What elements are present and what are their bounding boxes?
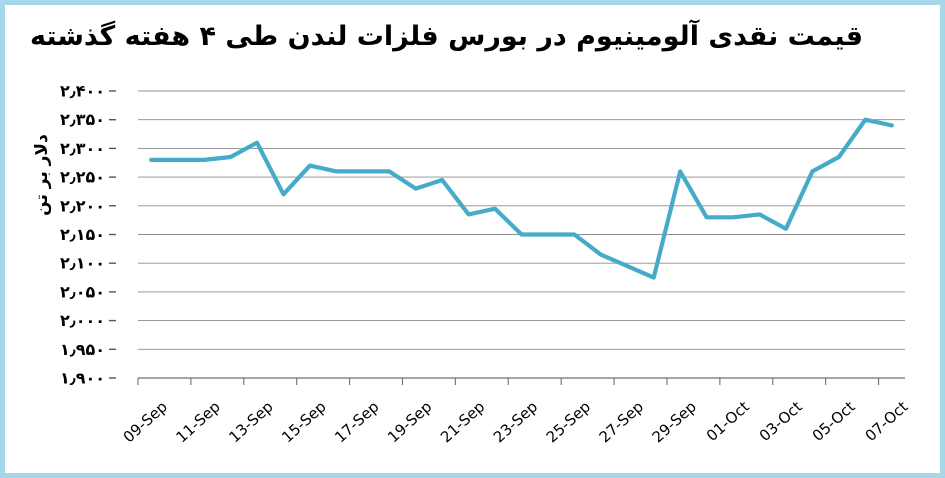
x-tick-label: 11-Sep <box>173 398 224 447</box>
y-tick-label: ۲٫۱۰۰ <box>60 254 105 273</box>
y-tick-label: ۱٫۹۰۰ <box>60 369 105 388</box>
x-tick-label: 15-Sep <box>278 398 329 447</box>
y-tick-label: ۲٫۰۰۰ <box>60 311 105 330</box>
y-tick-label: ۲٫۲۰۰ <box>60 196 105 215</box>
y-tick-label: ۲٫۴۰۰ <box>60 82 105 101</box>
x-tick-label: 07-Oct <box>862 398 912 445</box>
x-tick-label: 01-Oct <box>703 398 753 445</box>
x-tick-label: 05-Oct <box>809 398 859 445</box>
x-tick-label: 23-Sep <box>490 398 541 447</box>
x-tick-label: 19-Sep <box>384 398 435 447</box>
y-tick-label: ۲٫۰۵۰ <box>60 282 105 301</box>
x-tick-label: 27-Sep <box>596 398 647 447</box>
x-tick-label: 13-Sep <box>225 398 276 447</box>
plot-area: ۲٫۴۰۰ ۲٫۳۵۰ ۲٫۳۰۰ ۲٫۲۵۰ ۲٫۲۰۰ ۲٫۱۵۰ ۲٫۱۰۰ ۲٫۰۵۰… <box>60 82 912 447</box>
y-axis-title: دلار بر تن <box>32 134 52 216</box>
x-tick-label: 29-Sep <box>649 398 700 447</box>
x-tick-label: 09-Sep <box>120 398 171 447</box>
y-tick-label: ۲٫۳۵۰ <box>60 110 105 129</box>
x-tick-label: 25-Sep <box>543 398 594 447</box>
x-tick-label: 03-Oct <box>756 398 806 445</box>
y-tick-label: ۲٫۳۰۰ <box>60 139 105 158</box>
y-tick-label: ۲٫۲۵۰ <box>60 168 105 187</box>
y-tick-label: ۲٫۱۵۰ <box>60 225 105 244</box>
y-tick-label: ۱٫۹۵۰ <box>60 340 105 359</box>
price-line-series <box>149 117 894 280</box>
chart-title: قیمت نقدی آلومینیوم در بورس فلزات لندن ط… <box>29 21 864 52</box>
x-tick-label: 21-Sep <box>437 398 488 447</box>
x-tick-label: 17-Sep <box>331 398 382 447</box>
